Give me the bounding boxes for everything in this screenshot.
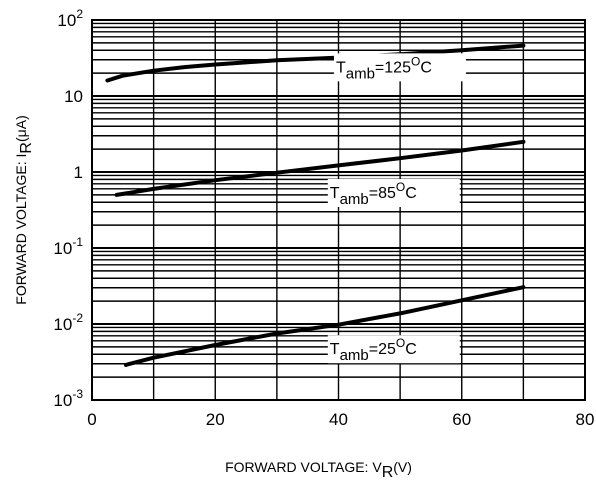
label-main: T <box>330 185 340 202</box>
label-end: C <box>405 185 417 202</box>
y-tick-label: 102 <box>57 7 83 30</box>
y-axis-title-main: FORWARD VOLTAGE: I <box>13 154 29 305</box>
series-label-text: Tamb=25OC <box>330 336 417 364</box>
series-line-1 <box>114 139 526 197</box>
series-label-bg <box>333 53 466 82</box>
y-tick-base: 10 <box>57 11 76 30</box>
y-tick-base: 10 <box>53 315 72 334</box>
x-tick-label: 80 <box>576 410 595 429</box>
series-label-bg <box>327 335 460 364</box>
label-sub: amb <box>340 191 369 208</box>
x-axis-title-main: FORWARD VOLTAGE: V <box>225 459 382 475</box>
y-axis-title: FORWARD VOLTAGE: IR(μA) <box>13 115 35 304</box>
label-rest: =85 <box>369 185 396 202</box>
y-tick-exponent: -2 <box>72 311 83 325</box>
series-label-2: Tamb=25OC <box>327 335 460 364</box>
x-tick-label: 20 <box>206 410 225 429</box>
series-label-bg <box>327 179 460 207</box>
label-sub: amb <box>340 347 369 364</box>
label-end: C <box>405 341 417 358</box>
label-sup: O <box>396 180 405 194</box>
y-tick-exponent: 2 <box>76 7 83 21</box>
y-tick-base: 10 <box>64 87 83 106</box>
series-layer <box>105 43 526 367</box>
y-tick-base: 10 <box>53 239 72 258</box>
x-axis-title-unit: (V) <box>393 459 412 475</box>
y-axis-title-sub: R <box>18 142 35 154</box>
x-tick-label: 0 <box>87 410 96 429</box>
y-tick-label: 10-3 <box>53 387 83 410</box>
y-tick-exponent: -3 <box>72 387 83 401</box>
label-main: T <box>336 59 346 76</box>
series-label-0: Tamb=125OC <box>333 53 466 82</box>
series-line-0 <box>105 43 526 83</box>
x-tick-label: 40 <box>329 410 348 429</box>
label-sup: O <box>411 54 420 68</box>
y-axis-title-unit: (μA) <box>13 115 29 142</box>
y-tick-base: 1 <box>74 163 83 182</box>
label-rest: =25 <box>369 341 396 358</box>
y-tick-label: 10 <box>64 87 83 106</box>
y-tick-exponent: -1 <box>72 235 83 249</box>
label-sub: amb <box>346 65 375 82</box>
x-tick-label: 60 <box>452 410 471 429</box>
label-end: C <box>420 59 432 76</box>
plot-frame <box>91 19 586 401</box>
series-line-2 <box>123 285 526 367</box>
y-tick-label: 1 <box>74 163 83 182</box>
label-main: T <box>330 341 340 358</box>
label-sup: O <box>396 336 405 350</box>
y-tick-label: 10-1 <box>53 235 83 258</box>
series-label-text: Tamb=125OC <box>336 54 432 82</box>
y-tick-base: 10 <box>53 391 72 410</box>
series-label-text: Tamb=85OC <box>330 180 417 208</box>
x-axis-title: FORWARD VOLTAGE: VR(V) <box>225 459 412 481</box>
label-rest: =125 <box>375 59 411 76</box>
y-tick-label: 10-2 <box>53 311 83 334</box>
x-axis-title-sub: R <box>382 464 394 481</box>
series-label-1: Tamb=85OC <box>327 179 460 208</box>
